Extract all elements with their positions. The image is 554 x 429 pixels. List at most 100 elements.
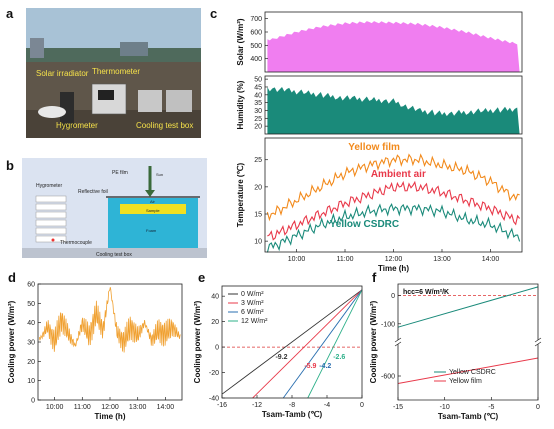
e-y-tick-label: 40 (211, 294, 219, 301)
e-y-tick-label: -20 (209, 370, 219, 377)
temp-x-tick-label: 12:00 (385, 256, 403, 263)
e-y-tick-label: 0 (215, 345, 219, 352)
cooling-x-tick-label: 12:00 (101, 404, 119, 411)
f-x-tick-label: 0 (536, 404, 540, 411)
schematic-panel-b: Hygrometer Reflective foil PE film Sun A… (22, 158, 207, 258)
line-6-legend-label: 6 W/m² (241, 309, 264, 316)
intercept-annotation: -9.2 (275, 354, 287, 361)
e-x-tick-label: -12 (252, 402, 262, 409)
line-12-legend-label: 12 W/m² (241, 318, 268, 325)
e-ylabel: Cooling power (W/m²) (193, 300, 202, 383)
label-thermocouple: Thermocouple (60, 240, 92, 246)
line-6-series (282, 289, 363, 399)
solar-y-tick-label: 500 (250, 43, 262, 50)
cooling-power-line (39, 287, 181, 353)
label-air: Air (150, 199, 156, 204)
humidity-y-tick-label: 30 (254, 108, 262, 115)
label-sun: Sun (156, 172, 163, 177)
ambient-air-line (267, 180, 521, 241)
line-12-series (307, 289, 363, 399)
label-cooling-box-b: Cooling test box (96, 252, 132, 258)
yellow-film-line (266, 153, 520, 222)
label-sample: Sample (146, 208, 160, 213)
temp-y-tick-label: 25 (254, 157, 262, 164)
yellow-csdrc-label: Yellow CSDRC (330, 219, 399, 230)
temp-x-tick-label: 11:00 (337, 256, 354, 263)
humidity-y-tick-label: 35 (254, 100, 262, 107)
yellow-csdrc-series (397, 286, 539, 328)
plot-frame (264, 75, 523, 135)
solar-y-tick-label: 400 (250, 56, 262, 63)
label-pe-film: PE film (112, 170, 128, 176)
solar-y-tick-label: 700 (250, 16, 262, 23)
humidity-y-tick-label: 20 (254, 124, 262, 131)
cooling-xlabel: Time (h) (95, 412, 126, 421)
ambient-air-label: Ambient air (371, 169, 426, 180)
temp-y-tick-label: 10 (254, 239, 262, 246)
f-top-y-tick-label: -100 (381, 321, 395, 328)
f-xlabel: Tsam-Tamb (℃) (438, 412, 499, 421)
photo-panel-a: Solar irradiator Thermometer Hygrometer … (26, 8, 201, 138)
f-top-y-tick-label: 0 (391, 293, 395, 300)
humidity-area (267, 87, 520, 134)
yellow-film-series (397, 357, 539, 384)
panel-label-b: b (6, 158, 14, 173)
chart-cooling-power: 0 10 20 30 40 50 60 10:00 11:00 12:00 13:00 14:00 Co… (7, 282, 183, 421)
label-solar: Solar irradiator (36, 69, 89, 78)
temp-xlabel: Time (h) (378, 264, 409, 273)
humidity-y-tick-label: 45 (254, 84, 262, 91)
temp-y-tick-label: 20 (254, 184, 262, 191)
line-3-legend-label: 3 W/m² (241, 300, 264, 307)
temp-x-tick-label: 13:00 (433, 256, 451, 263)
cooling-x-tick-label: 10:00 (46, 404, 64, 411)
temp-y-tick-label: 15 (254, 212, 262, 219)
label-foam: Foam (146, 228, 157, 233)
humidity-y-tick-label: 25 (254, 116, 262, 123)
e-x-tick-label: 0 (360, 402, 364, 409)
axis-break-mark (534, 341, 542, 347)
axis-break-mark (394, 341, 402, 347)
intercept-annotation: -4.2 (319, 363, 331, 370)
label-hygrometer-b: Hygrometer (36, 183, 62, 189)
line-0-legend-label: 0 W/m² (241, 291, 264, 298)
cooling-x-tick-label: 13:00 (129, 404, 147, 411)
yellow-film-legend-label: Yellow film (449, 378, 482, 385)
temp-ylabel: Temperature (℃) (236, 162, 245, 227)
solar-ylabel: Solar (W/m²) (236, 18, 245, 65)
panel-label-a: a (6, 6, 14, 21)
cooling-ylabel: Cooling power (W/m²) (7, 300, 16, 383)
intercept-annotation: -5.9 (304, 363, 316, 370)
e-x-tick-label: -16 (217, 402, 227, 409)
temp-x-tick-label: 14:00 (482, 256, 500, 263)
cooling-y-tick-label: 30 (27, 340, 35, 347)
cooling-y-tick-label: 40 (27, 320, 35, 327)
f-bottom-y-tick-label: -600 (381, 374, 395, 381)
yellow-csdrc-line (266, 203, 521, 253)
yellow-film-label: Yellow film (348, 142, 400, 153)
cooling-y-tick-label: 20 (27, 359, 35, 366)
panel-label-c: c (210, 6, 217, 21)
solar-area (267, 21, 520, 73)
line-3-series (252, 289, 363, 399)
chart-broken-axis: -100 0 -600 -15 -10 -5 0 hcc=6 W/m²/K Yellow CSD… (369, 283, 542, 421)
e-xlabel: Tsam-Tamb (℃) (262, 410, 323, 419)
axis-break-mark (394, 337, 402, 343)
humidity-ylabel: Humidity (%) (236, 80, 245, 129)
e-x-tick-label: -8 (289, 402, 295, 409)
humidity-y-tick-label: 40 (254, 92, 262, 99)
line-0-series (221, 289, 363, 395)
axis-break-gap (395, 340, 541, 344)
hcc-note: hcc=6 W/m²/K (403, 289, 449, 296)
cooling-y-tick-label: 50 (27, 301, 35, 308)
e-y-tick-label: 20 (211, 319, 219, 326)
intercept-annotation: -2.6 (333, 354, 345, 361)
cooling-y-tick-label: 10 (27, 378, 35, 385)
panel-label-d: d (8, 270, 16, 285)
chart-cooling-vs-dT: 0 W/m² 3 W/m² 6 W/m² 12 W/m² -9.2 -5.9 -4.2-2.… (193, 285, 364, 419)
label-reflective-foil: Reflective foil (78, 189, 108, 195)
hygrometer-shield (35, 195, 67, 243)
chart-temperature: Yellow film Ambient air Yellow CSDRC 10 15 20… (236, 137, 523, 273)
cooling-x-tick-label: 11:00 (74, 404, 91, 411)
